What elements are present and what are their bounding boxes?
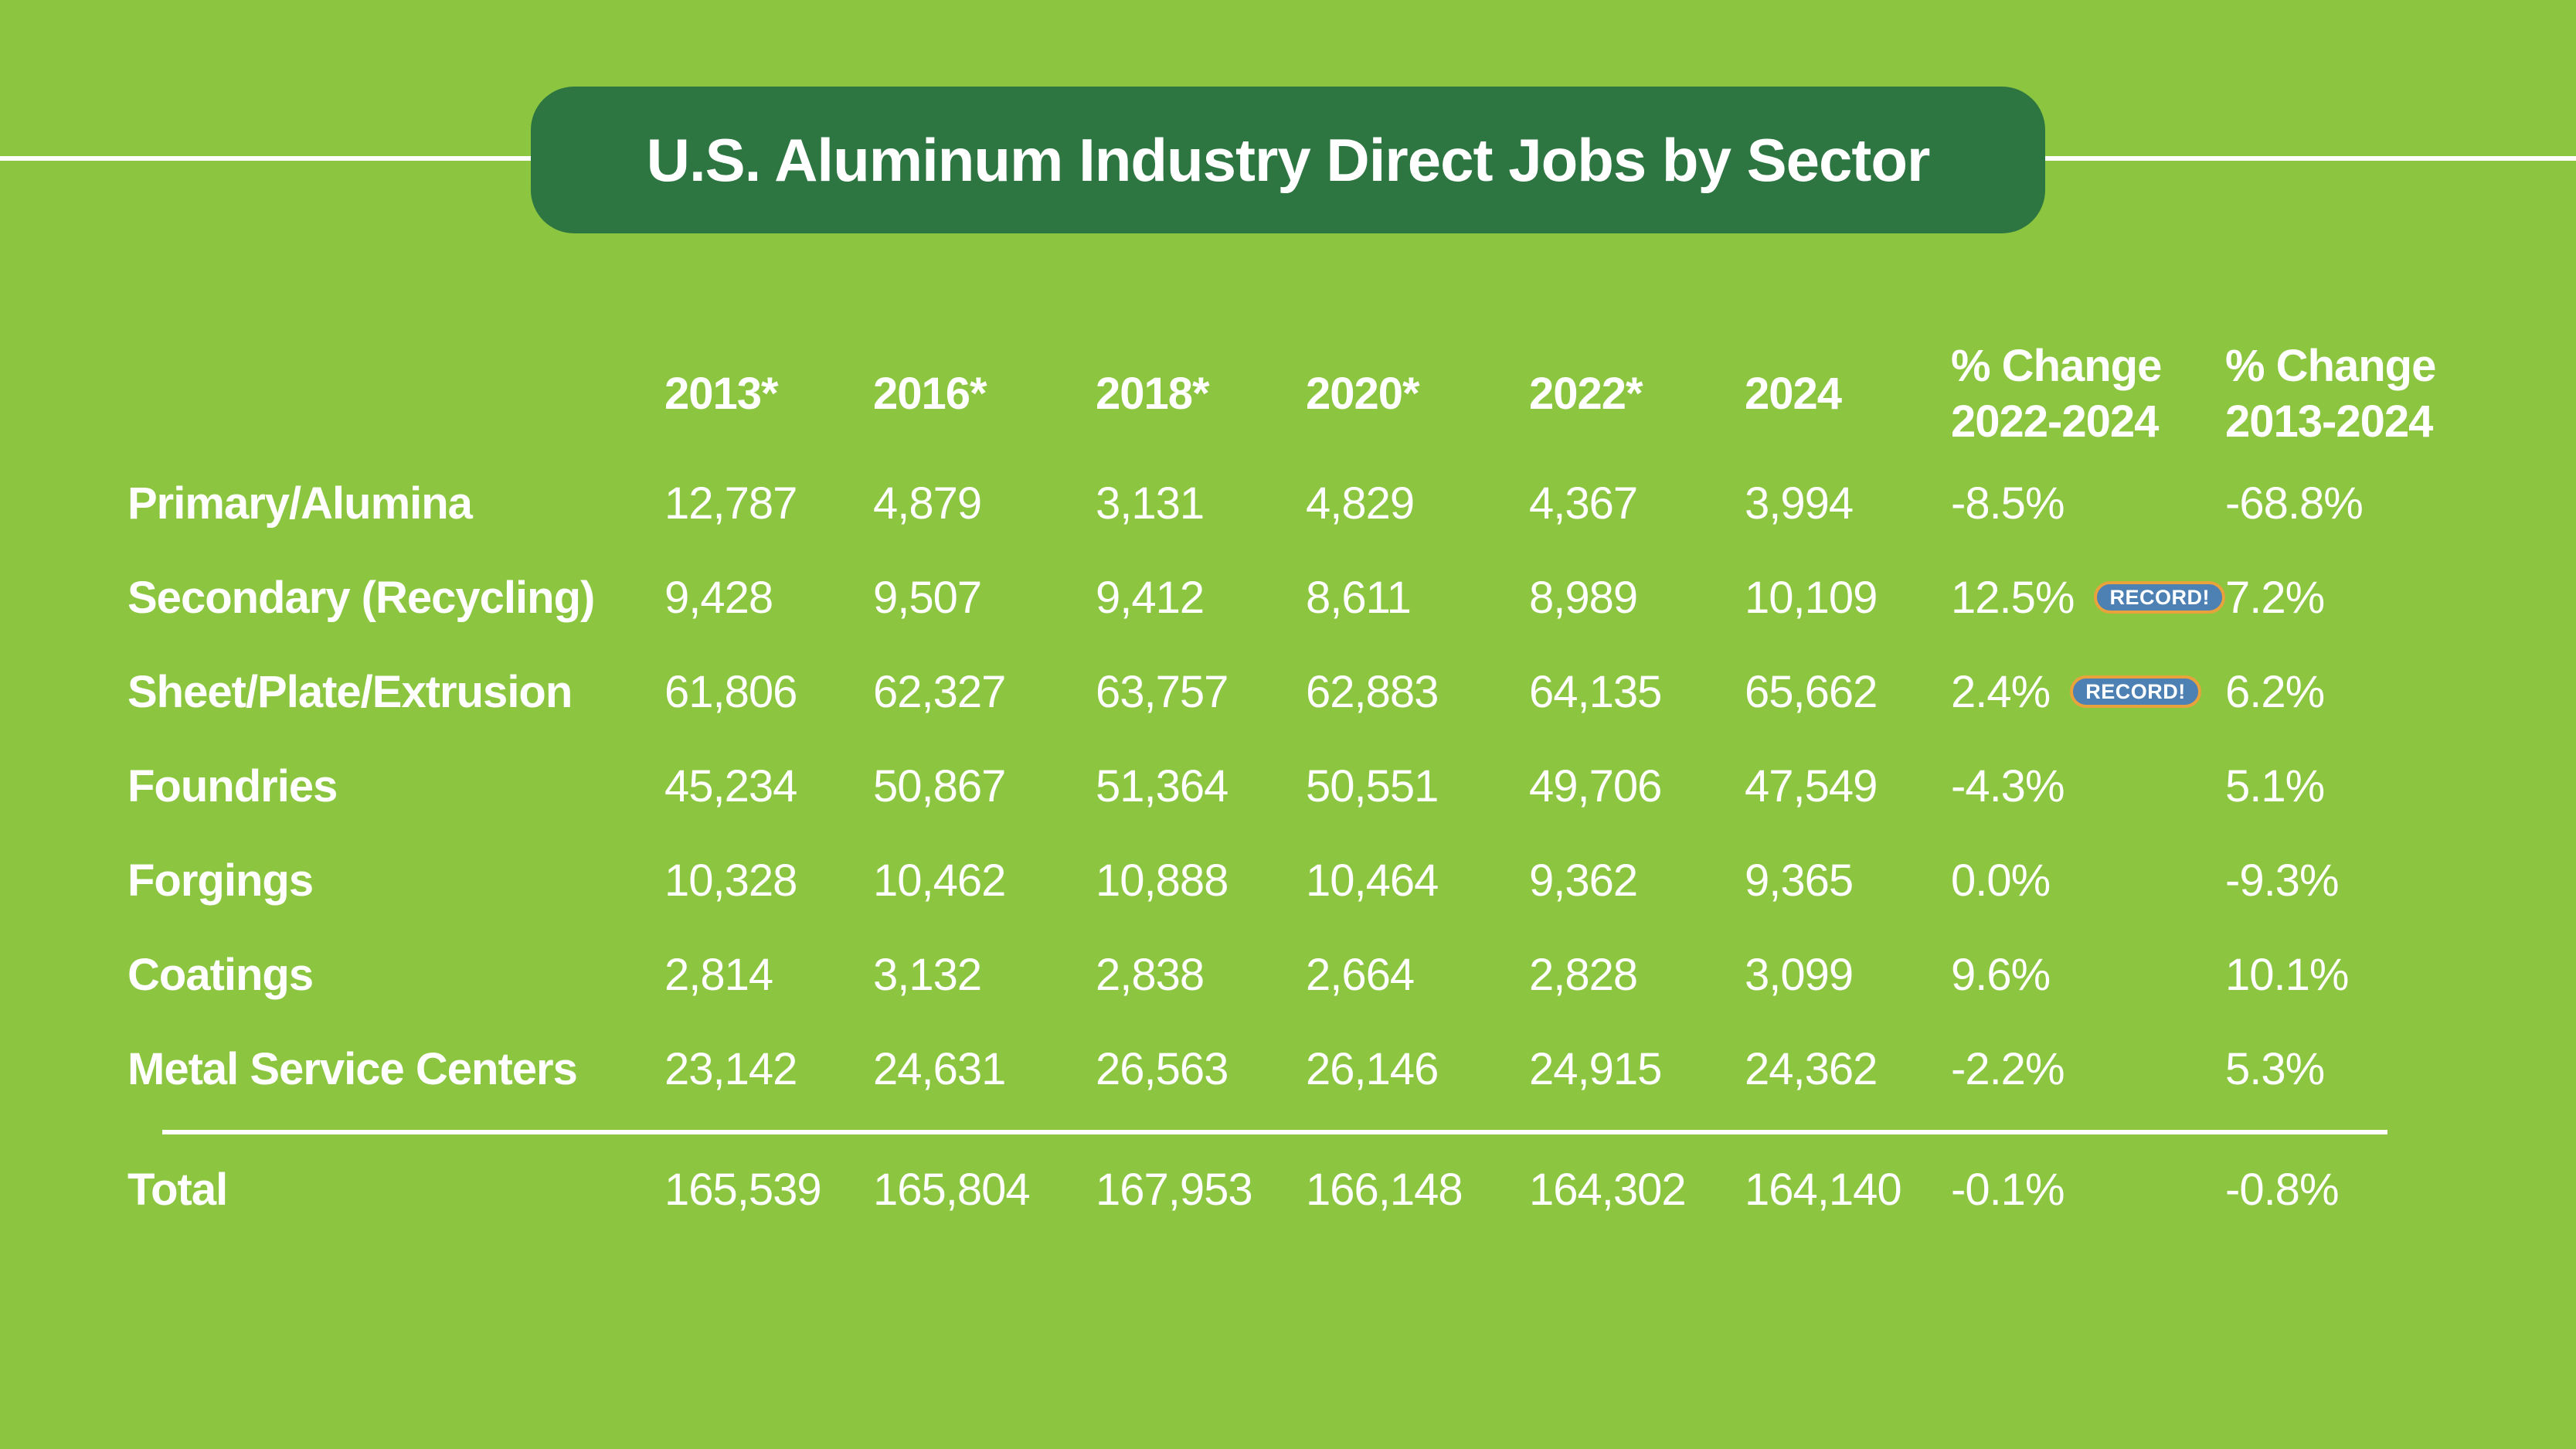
value-2020: 10,464 [1306, 855, 1439, 906]
value-2018: 63,757 [1096, 666, 1229, 717]
pct-change-2022-2024: -4.3% [1951, 760, 2065, 811]
total-pct-change-2022-2024: -0.1% [1951, 1164, 2065, 1215]
header-pct-change-2022-2024: % Change 2022-2024 [1951, 341, 2162, 447]
value-2013: 23,142 [664, 1043, 797, 1094]
value-2022: 2,828 [1529, 949, 1638, 1000]
value-2013: 45,234 [664, 760, 797, 811]
value-2020: 2,664 [1306, 949, 1415, 1000]
value-2016: 10,462 [873, 855, 1006, 906]
record-badge: RECORD! [2094, 581, 2225, 614]
pct-change-value: 12.5% [1951, 572, 2075, 623]
value-2024: 3,994 [1745, 478, 1854, 529]
value-2022: 4,367 [1529, 478, 1638, 529]
value-2024: 24,362 [1745, 1043, 1878, 1094]
sector-label: Primary/Alumina [127, 478, 473, 529]
total-pct-change-2013-2024: -0.8% [2225, 1164, 2340, 1215]
table-row-coatings: Coatings 2,814 3,132 2,838 2,664 2,828 3… [127, 927, 2445, 1022]
value-2020: 62,883 [1306, 666, 1439, 717]
value-2018: 10,888 [1096, 855, 1229, 906]
sector-label: Foundries [127, 760, 338, 811]
value-2013: 9,428 [664, 572, 773, 623]
value-2024: 65,662 [1745, 666, 1878, 717]
table-row-total: Total 165,539 165,804 167,953 166,148 16… [127, 1116, 2445, 1263]
header-2016: 2016* [873, 369, 987, 420]
table-row-metal-service-centers: Metal Service Centers 23,142 24,631 26,5… [127, 1022, 2445, 1116]
total-label: Total [127, 1164, 228, 1215]
value-2020: 26,146 [1306, 1043, 1439, 1094]
value-2013: 61,806 [664, 666, 797, 717]
header-2024: 2024 [1745, 369, 1842, 420]
header-2018: 2018* [1096, 369, 1210, 420]
pct-change-2013-2024: 5.1% [2225, 760, 2325, 811]
table-row-sheet-plate-extrusion: Sheet/Plate/Extrusion 61,806 62,327 63,7… [127, 645, 2445, 739]
value-2020: 4,829 [1306, 478, 1415, 529]
sector-label: Forgings [127, 855, 314, 906]
pct-change-2022-2024: 9.6% [1951, 949, 2051, 1000]
sector-label: Metal Service Centers [127, 1043, 578, 1094]
pct-change-2013-2024: -68.8% [2225, 478, 2364, 529]
table-row-forgings: Forgings 10,328 10,462 10,888 10,464 9,3… [127, 833, 2445, 927]
jobs-table: 2013* 2016* 2018* 2020* 2022* 2024 % Cha… [127, 332, 2445, 1263]
record-badge: RECORD! [2070, 675, 2201, 708]
value-2016: 62,327 [873, 666, 1006, 717]
value-2022: 49,706 [1529, 760, 1662, 811]
value-2024: 3,099 [1745, 949, 1854, 1000]
title-banner: U.S. Aluminum Industry Direct Jobs by Se… [531, 87, 2045, 233]
pct-change-2013-2024: 10.1% [2225, 949, 2349, 1000]
table-header-row: 2013* 2016* 2018* 2020* 2022* 2024 % Cha… [127, 332, 2445, 456]
sector-label: Secondary (Recycling) [127, 572, 595, 623]
sector-label: Sheet/Plate/Extrusion [127, 666, 573, 717]
pct-change-2013-2024: -9.3% [2225, 855, 2340, 906]
value-2016: 24,631 [873, 1043, 1006, 1094]
value-2018: 2,838 [1096, 949, 1205, 1000]
table-row-foundries: Foundries 45,234 50,867 51,364 50,551 49… [127, 739, 2445, 833]
value-2022: 64,135 [1529, 666, 1662, 717]
value-2016: 9,507 [873, 572, 982, 623]
page-title: U.S. Aluminum Industry Direct Jobs by Se… [646, 125, 1931, 194]
value-2024: 9,365 [1745, 855, 1854, 906]
value-2024: 47,549 [1745, 760, 1878, 811]
total-2013: 165,539 [664, 1164, 822, 1215]
total-2022: 164,302 [1529, 1164, 1687, 1215]
value-2016: 3,132 [873, 949, 982, 1000]
value-2013: 10,328 [664, 855, 797, 906]
value-2020: 8,611 [1306, 572, 1412, 623]
total-2018: 167,953 [1096, 1164, 1253, 1215]
value-2022: 9,362 [1529, 855, 1638, 906]
pct-change-2013-2024: 7.2% [2225, 572, 2325, 623]
value-2022: 8,989 [1529, 572, 1638, 623]
total-2020: 166,148 [1306, 1164, 1463, 1215]
pct-change-2022-2024: -2.2% [1951, 1043, 2065, 1094]
total-2016: 165,804 [873, 1164, 1031, 1215]
pct-change-2022-2024: -8.5% [1951, 478, 2065, 529]
table-row-primary-alumina: Primary/Alumina 12,787 4,879 3,131 4,829… [127, 456, 2445, 550]
value-2022: 24,915 [1529, 1043, 1662, 1094]
value-2018: 26,563 [1096, 1043, 1229, 1094]
total-2024: 164,140 [1745, 1164, 1902, 1215]
value-2016: 4,879 [873, 478, 982, 529]
header-sector [127, 332, 664, 456]
sector-label: Coatings [127, 949, 314, 1000]
value-2013: 2,814 [664, 949, 773, 1000]
value-2024: 10,109 [1745, 572, 1878, 623]
total-separator-line [162, 1130, 2387, 1134]
pct-change-2013-2024: 6.2% [2225, 666, 2325, 717]
value-2018: 51,364 [1096, 760, 1229, 811]
value-2013: 12,787 [664, 478, 797, 529]
value-2016: 50,867 [873, 760, 1006, 811]
value-2018: 9,412 [1096, 572, 1205, 623]
pct-change-value: 2.4% [1951, 666, 2051, 717]
pct-change-2022-2024: 2.4% RECORD! [1951, 645, 2225, 739]
value-2018: 3,131 [1096, 478, 1205, 529]
pct-change-2022-2024: 0.0% [1951, 855, 2051, 906]
header-2020: 2020* [1306, 369, 1420, 420]
header-pct-change-2013-2024: % Change 2013-2024 [2225, 341, 2436, 447]
table-row-secondary-recycling: Secondary (Recycling) 9,428 9,507 9,412 … [127, 550, 2445, 645]
header-2013: 2013* [664, 369, 779, 420]
pct-change-2013-2024: 5.3% [2225, 1043, 2325, 1094]
value-2020: 50,551 [1306, 760, 1439, 811]
pct-change-2022-2024: 12.5% RECORD! [1951, 550, 2225, 645]
header-2022: 2022* [1529, 369, 1643, 420]
